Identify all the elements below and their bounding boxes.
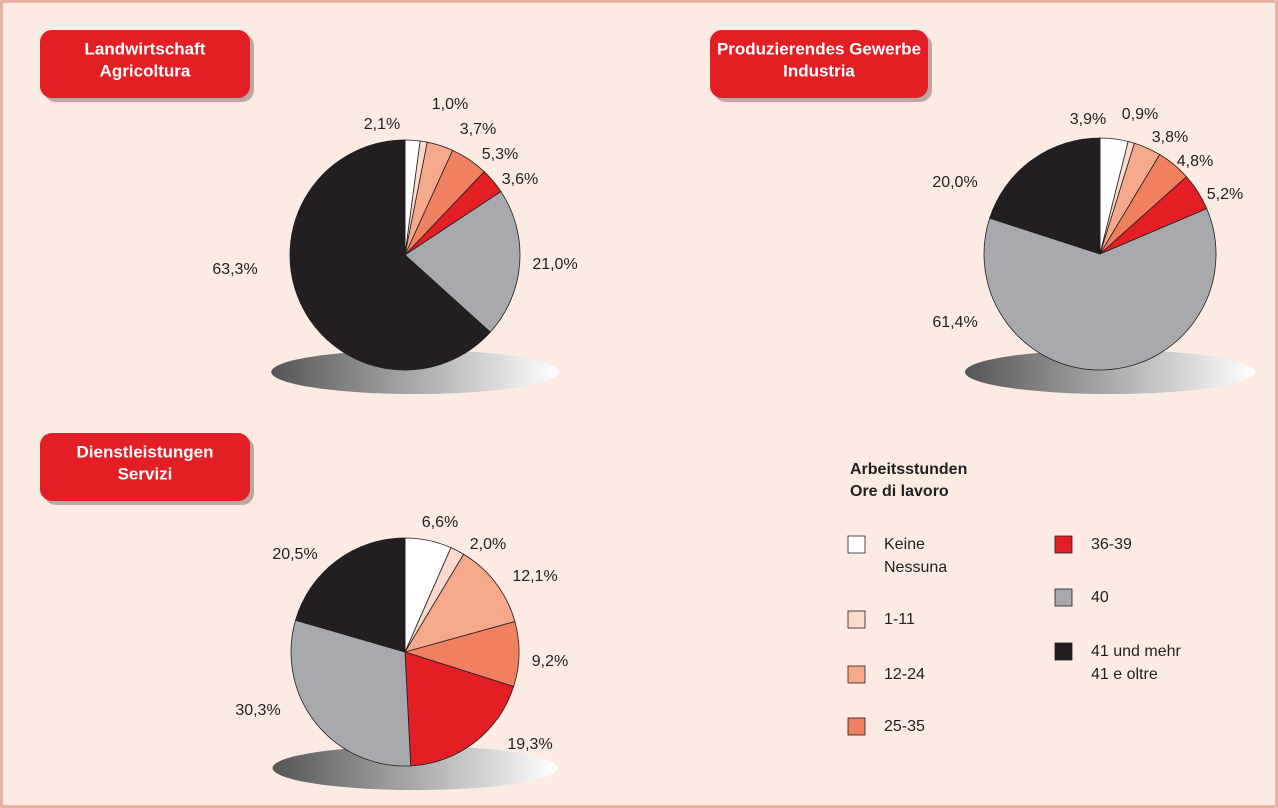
legend-swatch xyxy=(847,717,866,736)
pie-shadow xyxy=(272,746,558,790)
chart-title: Produzierendes Gewerbe xyxy=(717,39,921,58)
value-label: 1,0% xyxy=(432,96,468,113)
value-label: 63,3% xyxy=(212,261,257,278)
value-label: 2,0% xyxy=(470,536,506,553)
chart-title: Landwirtschaft xyxy=(85,39,206,58)
legend-label: Keine xyxy=(884,536,925,553)
value-label: 61,4% xyxy=(932,314,977,331)
legend-swatch xyxy=(847,665,866,684)
value-label: 19,3% xyxy=(507,736,552,753)
value-label: 12,1% xyxy=(512,568,557,585)
value-label: 5,2% xyxy=(1207,186,1243,203)
value-label: 3,8% xyxy=(1152,129,1188,146)
legend-swatch xyxy=(847,610,866,629)
legend-label: 41 und mehr xyxy=(1091,643,1182,660)
value-label: 6,6% xyxy=(422,514,458,531)
title-box xyxy=(40,30,250,98)
value-label: 2,1% xyxy=(364,116,400,133)
pie-slice xyxy=(290,619,412,767)
pie-shadow xyxy=(271,350,559,394)
value-label: 3,9% xyxy=(1070,111,1106,128)
legend-label: 1-11 xyxy=(884,611,915,628)
value-label: 9,2% xyxy=(532,653,568,670)
value-label: 0,9% xyxy=(1122,106,1158,123)
pie-slice xyxy=(983,208,1217,371)
title-box xyxy=(710,30,928,98)
pie-slice xyxy=(404,553,516,653)
value-label: 3,7% xyxy=(460,121,496,138)
legend-swatch xyxy=(1054,588,1073,607)
legend-label: 36-39 xyxy=(1091,536,1132,553)
legend-label: 12-24 xyxy=(884,666,925,683)
legend-label: 40 xyxy=(1091,589,1109,606)
value-label: 21,0% xyxy=(532,256,577,273)
legend-label: Nessuna xyxy=(884,559,947,576)
pie-slice xyxy=(295,537,406,653)
value-label: 3,6% xyxy=(502,171,538,188)
value-label: 30,3% xyxy=(235,702,280,719)
legend-swatch xyxy=(847,535,866,554)
value-label: 20,0% xyxy=(932,174,977,191)
legend-title: Ore di lavoro xyxy=(850,483,949,500)
pie-slice xyxy=(404,651,515,767)
pie-shadow xyxy=(965,350,1255,394)
value-label: 20,5% xyxy=(272,546,317,563)
legend-swatch xyxy=(1054,642,1073,661)
title-box xyxy=(40,433,250,501)
value-label: 4,8% xyxy=(1177,153,1213,170)
pie-slice xyxy=(989,137,1101,255)
pie-slice xyxy=(289,139,491,371)
chart-title: Dienstleistungen xyxy=(77,442,214,461)
value-label: 5,3% xyxy=(482,146,518,163)
legend-swatch xyxy=(1054,535,1073,554)
chart-title: Servizi xyxy=(118,464,173,483)
chart-title: Agricoltura xyxy=(100,61,191,80)
chart-title: Industria xyxy=(783,61,855,80)
legend-label: 41 e oltre xyxy=(1091,666,1158,683)
pie-slice xyxy=(404,191,521,333)
legend-label: 25-35 xyxy=(884,718,925,735)
legend-title: Arbeitsstunden xyxy=(850,461,967,478)
